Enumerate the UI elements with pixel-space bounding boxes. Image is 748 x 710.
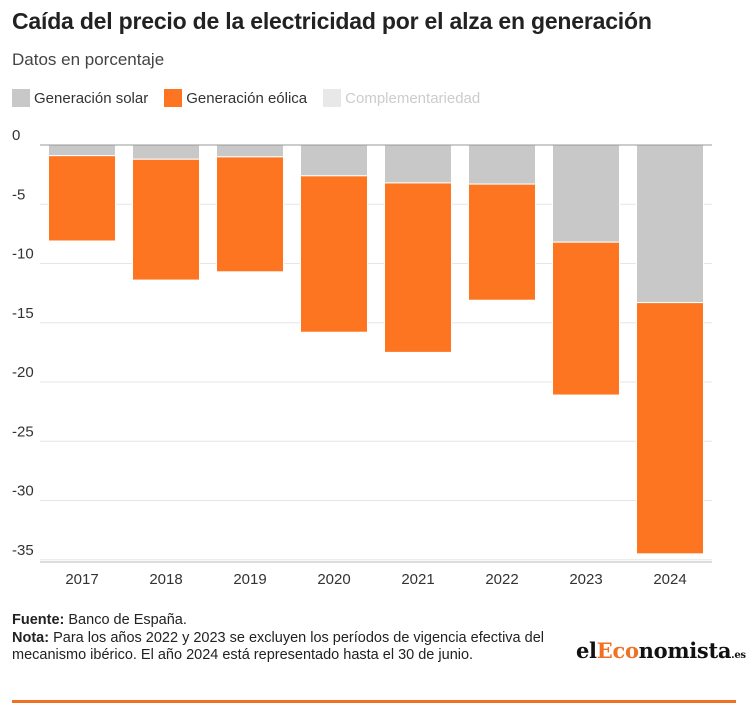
bar-2017-series-1	[48, 155, 116, 242]
bar-2018-series-1	[132, 158, 200, 281]
bar-2022-series-0	[468, 144, 536, 185]
y-tick-label-2: -10	[12, 246, 34, 263]
y-tick-label-0: 0	[12, 127, 20, 144]
bar-2019-series-1	[216, 156, 284, 273]
bar-2021-series-1	[384, 182, 452, 353]
x-tick-label-2017: 2017	[65, 571, 98, 588]
y-tick-label-6: -30	[12, 483, 34, 500]
bar-2020-series-0	[300, 144, 368, 177]
y-tick-label-1: -5	[12, 186, 25, 203]
x-tick-label-2018: 2018	[149, 571, 182, 588]
x-tick-label-2024: 2024	[653, 571, 686, 588]
note-text: Para los años 2022 y 2023 se excluyen lo…	[12, 629, 544, 664]
bottom-accent-line	[12, 700, 736, 703]
x-tick-label-2021: 2021	[401, 571, 434, 588]
bar-2023-series-0	[552, 144, 620, 243]
y-tick-label-7: -35	[12, 542, 34, 559]
chart-title: Caída del precio de la electricidad por …	[12, 8, 652, 34]
source-label: Fuente:	[12, 612, 65, 628]
legend-swatch-eolica	[164, 89, 183, 107]
legend-label-eolica: Generación eólica	[186, 89, 308, 107]
bar-2018-series-0	[132, 144, 200, 160]
bar-2017-series-0	[48, 144, 116, 157]
bar-2022-series-1	[468, 183, 536, 301]
legend-item-solar: Generación solar	[12, 89, 148, 107]
bar-2021-series-0	[384, 144, 452, 184]
bar-2020-series-1	[300, 175, 368, 333]
x-tick-label-2020: 2020	[317, 571, 350, 588]
chart-subtitle: Datos en porcentaje	[12, 50, 165, 69]
y-tick-label-5: -25	[12, 423, 34, 440]
x-tick-label-2022: 2022	[485, 571, 518, 588]
legend-item-eolica: Generación eólica	[164, 89, 307, 107]
y-tick-label-4: -20	[12, 364, 34, 381]
x-tick-label-2023: 2023	[569, 571, 602, 588]
y-tick-label-3: -15	[12, 305, 34, 322]
note-line: Nota: Para los años 2022 y 2023 se exclu…	[12, 630, 552, 665]
legend-swatch-solar	[12, 89, 30, 107]
legend: Generación solar Generación eólica Compl…	[12, 89, 496, 107]
eleconomista-logo: elEconomista.es	[576, 638, 746, 663]
legend-label-complementariedad: Complementariedad	[345, 89, 481, 107]
note-label: Nota:	[12, 629, 50, 646]
bar-2024-series-1	[636, 302, 704, 555]
source-text: Banco de España.	[68, 612, 187, 628]
footer: Fuente: Banco de España. Nota: Para los …	[12, 612, 552, 665]
legend-label-solar: Generación solar	[34, 89, 149, 107]
stacked-bar-chart: 0 -5 -10 -15 -20 -25 -30 -35 2017 2018 2019 2020 202…	[12, 127, 712, 588]
bar-2023-series-1	[552, 241, 620, 396]
source-line: Fuente: Banco de España.	[12, 612, 552, 630]
legend-swatch-complementariedad	[323, 89, 342, 107]
x-tick-label-2019: 2019	[233, 571, 266, 588]
bar-2019-series-0	[216, 144, 284, 158]
legend-item-complementariedad: Complementariedad	[323, 89, 480, 107]
bar-2024-series-0	[636, 144, 704, 304]
